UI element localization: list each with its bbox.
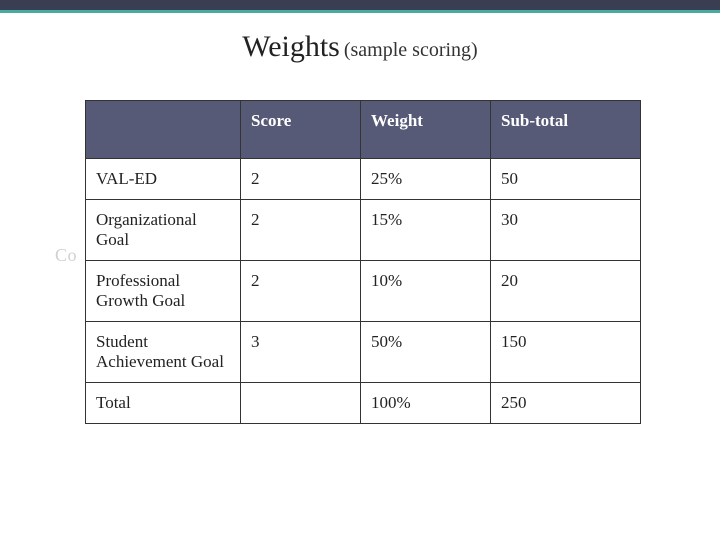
row-score — [241, 383, 361, 424]
header-blank — [86, 101, 241, 159]
row-weight: 15% — [361, 200, 491, 261]
header-score: Score — [241, 101, 361, 159]
table-row: VAL-ED 2 25% 50 — [86, 159, 641, 200]
table-row: Organizational Goal 2 15% 30 — [86, 200, 641, 261]
teal-accent-line — [0, 10, 720, 13]
watermark-text: Co — [55, 245, 77, 266]
row-label: Organizational Goal — [86, 200, 241, 261]
row-score: 3 — [241, 322, 361, 383]
row-subtotal: 20 — [491, 261, 641, 322]
row-label: Student Achievement Goal — [86, 322, 241, 383]
slide-title: Weights (sample scoring) — [0, 30, 720, 64]
row-weight: 100% — [361, 383, 491, 424]
title-main: Weights — [242, 30, 340, 63]
top-border-bar — [0, 0, 720, 10]
weights-table-container: Score Weight Sub-total VAL-ED 2 25% 50 O… — [85, 100, 640, 424]
row-weight: 10% — [361, 261, 491, 322]
row-subtotal: 30 — [491, 200, 641, 261]
table-row-total: Total 100% 250 — [86, 383, 641, 424]
title-subtitle: (sample scoring) — [344, 39, 478, 61]
table-header-row: Score Weight Sub-total — [86, 101, 641, 159]
row-score: 2 — [241, 159, 361, 200]
row-weight: 25% — [361, 159, 491, 200]
row-label: Professional Growth Goal — [86, 261, 241, 322]
row-subtotal: 150 — [491, 322, 641, 383]
row-subtotal: 50 — [491, 159, 641, 200]
row-weight: 50% — [361, 322, 491, 383]
row-label: Total — [86, 383, 241, 424]
weights-table: Score Weight Sub-total VAL-ED 2 25% 50 O… — [85, 100, 641, 424]
table-row: Student Achievement Goal 3 50% 150 — [86, 322, 641, 383]
header-subtotal: Sub-total — [491, 101, 641, 159]
header-weight: Weight — [361, 101, 491, 159]
row-label: VAL-ED — [86, 159, 241, 200]
row-score: 2 — [241, 200, 361, 261]
table-row: Professional Growth Goal 2 10% 20 — [86, 261, 641, 322]
row-subtotal: 250 — [491, 383, 641, 424]
row-score: 2 — [241, 261, 361, 322]
